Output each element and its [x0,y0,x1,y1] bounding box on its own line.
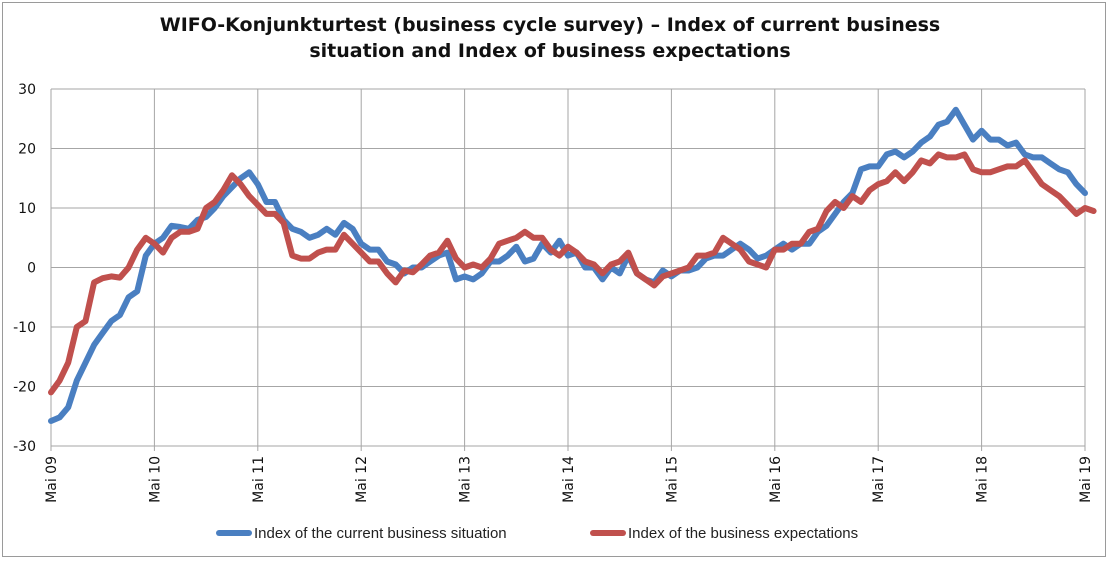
x-tick-label: Mai 13 [458,456,474,503]
x-tick-label: Mai 18 [975,456,991,503]
y-tick-label: 10 [18,201,36,217]
x-tick-label: Mai 09 [44,456,60,503]
y-tick-label: 20 [18,142,36,158]
x-tick-label: Mai 17 [871,456,887,503]
gridlines [50,88,1086,451]
chart-title-line-1: WIFO-Konjunkturtest (business cycle surv… [159,14,941,36]
legend: Index of the current business situation I… [216,525,858,542]
legend-label-2: Index of the business expectations [628,525,858,542]
x-tick-label: Mai 16 [768,456,784,503]
y-tick-label: -20 [13,380,36,396]
series-points-2 [50,154,1094,393]
y-tick-label: -10 [13,320,36,336]
y-tick-label: -30 [13,439,36,455]
y-tick-label: 30 [18,82,36,98]
x-tick-label: Mai 12 [354,456,370,503]
x-tick-label: Mai 10 [147,456,163,503]
chart-title: WIFO-Konjunkturtest (business cycle surv… [0,12,1100,64]
x-tick-label: Mai 19 [1078,456,1094,503]
chart-title-line-2: situation and Index of business expectat… [309,40,791,62]
series-line-2 [48,151,1097,396]
x-tick-label: Mai 14 [561,456,577,503]
series-lines [48,106,1097,424]
x-axis-ticks: Mai 09 Mai 10 Mai 11 Mai 12 Mai 13 Mai 14 Mai … [44,456,1094,503]
x-tick-label: Mai 11 [251,456,267,503]
legend-label-1: Index of the current business situation [254,525,507,542]
y-axis-ticks: 30 20 10 0 -10 -20 -30 [13,82,36,455]
x-tick-label: Mai 15 [664,456,680,503]
y-tick-label: 0 [27,261,36,277]
